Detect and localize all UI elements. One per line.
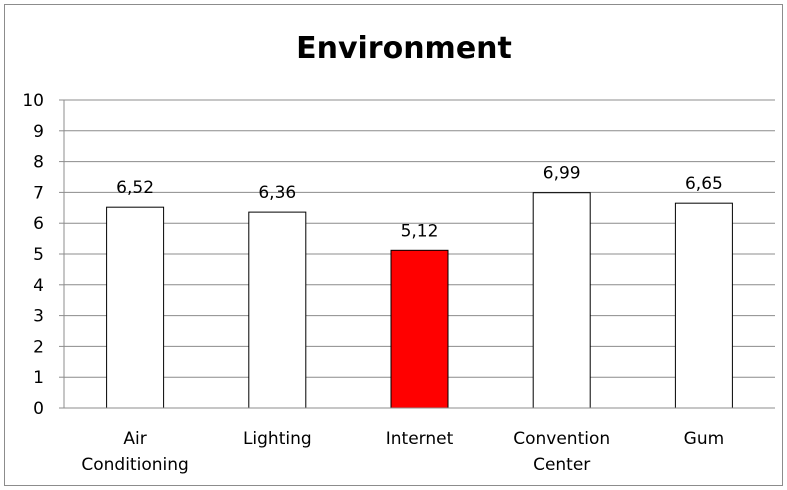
y-tick-label: 6 — [33, 214, 44, 234]
category-label: Gum — [684, 429, 725, 449]
y-tick-label: 8 — [33, 153, 44, 173]
data-label: 6,99 — [543, 164, 581, 184]
y-tick-label: 10 — [22, 91, 44, 111]
y-tick-label: 2 — [33, 337, 44, 357]
y-tick-label: 7 — [33, 183, 44, 203]
category-label: Lighting — [243, 429, 312, 449]
gridlines — [63, 99, 775, 408]
bar — [532, 192, 591, 409]
bar — [106, 206, 165, 409]
x-axis-categories: Air Conditioning Lighting Internet Conventio… — [81, 429, 724, 475]
category-label: Internet — [386, 429, 454, 449]
y-tick-label: 9 — [33, 122, 44, 142]
category-label: Convention Center — [513, 429, 610, 475]
bars — [106, 192, 733, 409]
category-label-line: Center — [533, 455, 590, 475]
y-tick-label: 1 — [33, 368, 44, 388]
category-label-line: Gum — [684, 429, 725, 449]
data-labels: 6,52 6,36 5,12 6,99 6,65 — [116, 164, 723, 242]
y-tick-label: 0 — [33, 399, 44, 419]
bar — [248, 211, 307, 409]
data-label: 6,36 — [258, 183, 296, 203]
y-tick-label: 4 — [33, 276, 44, 296]
category-label-line: Internet — [386, 429, 454, 449]
category-label-line: Lighting — [243, 429, 312, 449]
y-axis-ticks: 0 1 2 3 4 5 6 7 8 9 10 — [22, 91, 64, 419]
y-tick-label: 5 — [33, 245, 44, 265]
bar — [674, 202, 733, 409]
category-label-line: Conditioning — [81, 455, 188, 475]
data-label: 6,52 — [116, 178, 154, 198]
y-tick-label: 3 — [33, 307, 44, 327]
chart-title: Environment — [296, 31, 512, 66]
bar — [390, 249, 449, 409]
data-label: 6,65 — [685, 174, 723, 194]
data-label: 5,12 — [401, 221, 439, 241]
category-label-line: Convention — [513, 429, 610, 449]
category-label-line: Air — [123, 429, 146, 449]
category-label: Air Conditioning — [81, 429, 188, 475]
